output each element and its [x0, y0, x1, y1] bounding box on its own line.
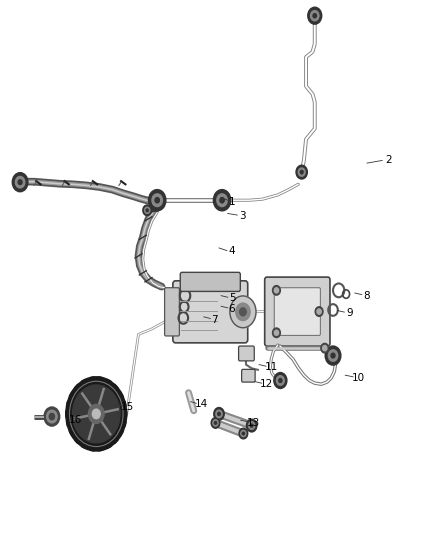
Text: 8: 8	[364, 290, 370, 301]
Circle shape	[18, 180, 22, 184]
Circle shape	[296, 165, 307, 179]
Circle shape	[274, 373, 287, 389]
Circle shape	[44, 407, 60, 426]
Wedge shape	[67, 421, 72, 427]
Circle shape	[274, 288, 279, 293]
Text: 2: 2	[385, 156, 392, 165]
Wedge shape	[121, 421, 126, 427]
Circle shape	[92, 409, 100, 419]
FancyBboxPatch shape	[242, 369, 255, 382]
Wedge shape	[122, 411, 127, 416]
Circle shape	[49, 414, 54, 419]
Text: 14: 14	[195, 399, 208, 409]
FancyBboxPatch shape	[165, 288, 180, 336]
Text: 12: 12	[260, 379, 273, 389]
Wedge shape	[112, 384, 118, 391]
Circle shape	[315, 307, 323, 317]
Circle shape	[247, 419, 257, 432]
Wedge shape	[106, 442, 111, 449]
Circle shape	[213, 419, 218, 426]
Text: 11: 11	[265, 362, 278, 372]
Circle shape	[242, 432, 244, 435]
Wedge shape	[98, 377, 102, 383]
Circle shape	[213, 190, 231, 211]
Wedge shape	[82, 442, 87, 449]
Circle shape	[239, 428, 248, 439]
Circle shape	[317, 309, 321, 314]
Text: 1: 1	[229, 197, 235, 207]
Wedge shape	[117, 392, 123, 399]
Wedge shape	[75, 437, 81, 443]
Wedge shape	[67, 401, 72, 407]
Circle shape	[323, 345, 327, 351]
Text: 7: 7	[212, 314, 218, 325]
Wedge shape	[82, 379, 87, 386]
Text: 3: 3	[240, 211, 246, 221]
Circle shape	[274, 330, 279, 335]
Circle shape	[279, 378, 282, 383]
Circle shape	[73, 385, 120, 443]
Wedge shape	[90, 377, 94, 383]
FancyBboxPatch shape	[180, 272, 240, 292]
Circle shape	[146, 209, 148, 212]
FancyBboxPatch shape	[239, 346, 254, 361]
Circle shape	[311, 11, 319, 21]
Circle shape	[331, 353, 335, 358]
FancyBboxPatch shape	[274, 288, 321, 335]
Circle shape	[241, 430, 246, 437]
Circle shape	[328, 350, 338, 361]
Circle shape	[230, 296, 256, 328]
FancyBboxPatch shape	[173, 281, 248, 343]
Circle shape	[145, 207, 150, 214]
Circle shape	[152, 194, 162, 207]
Circle shape	[66, 377, 127, 451]
Text: 4: 4	[229, 246, 235, 256]
Text: 16: 16	[69, 415, 82, 425]
Circle shape	[216, 410, 222, 418]
Circle shape	[155, 198, 159, 203]
Circle shape	[272, 328, 280, 337]
Circle shape	[236, 303, 250, 320]
Circle shape	[298, 168, 305, 176]
Circle shape	[15, 176, 25, 188]
FancyBboxPatch shape	[265, 277, 330, 346]
Circle shape	[251, 424, 253, 427]
Circle shape	[276, 376, 284, 385]
Circle shape	[47, 410, 57, 423]
Circle shape	[325, 346, 341, 365]
Wedge shape	[66, 411, 70, 416]
Circle shape	[218, 413, 220, 416]
Text: 13: 13	[247, 418, 261, 428]
Wedge shape	[98, 445, 102, 451]
Wedge shape	[90, 445, 94, 451]
Text: 9: 9	[346, 308, 353, 318]
Wedge shape	[70, 392, 75, 399]
Text: 10: 10	[352, 373, 365, 383]
Wedge shape	[70, 429, 75, 436]
Circle shape	[321, 343, 328, 353]
Circle shape	[300, 171, 303, 174]
Text: 6: 6	[229, 304, 235, 314]
Circle shape	[240, 308, 246, 316]
Circle shape	[214, 408, 224, 420]
Circle shape	[215, 422, 217, 424]
Wedge shape	[117, 429, 123, 436]
Wedge shape	[75, 384, 81, 391]
Wedge shape	[106, 379, 111, 386]
Circle shape	[248, 422, 255, 430]
Circle shape	[220, 198, 224, 203]
Circle shape	[217, 194, 227, 207]
Wedge shape	[121, 401, 126, 407]
Circle shape	[143, 205, 152, 216]
Text: 5: 5	[229, 293, 235, 303]
Wedge shape	[112, 437, 118, 443]
Text: 15: 15	[121, 402, 134, 412]
Circle shape	[88, 405, 104, 423]
Circle shape	[272, 286, 280, 295]
Circle shape	[12, 173, 28, 192]
Circle shape	[313, 13, 317, 18]
Circle shape	[308, 7, 322, 24]
Circle shape	[148, 190, 166, 211]
Circle shape	[211, 418, 220, 428]
